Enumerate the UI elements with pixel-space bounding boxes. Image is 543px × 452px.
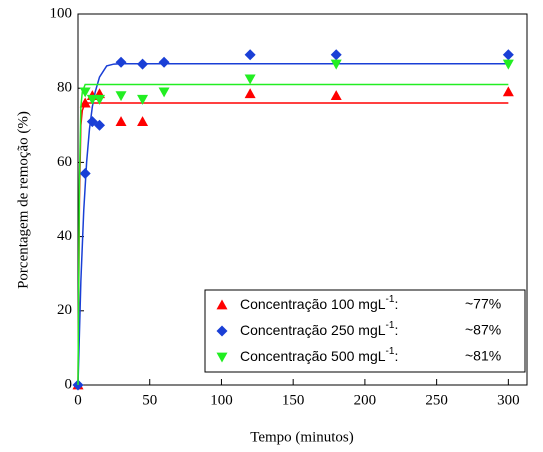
data-point [244, 74, 256, 85]
data-point [330, 59, 342, 70]
legend-name: Concentração 100 mgL [240, 296, 386, 312]
legend-marker [216, 299, 228, 310]
data-point [158, 56, 170, 68]
legend-note: ~81% [465, 348, 501, 364]
data-point [330, 90, 342, 101]
x-tick-label: 100 [210, 392, 233, 408]
fit-line [77, 83, 509, 386]
legend-sup: -1 [386, 346, 395, 357]
data-point [502, 86, 514, 97]
data-point [115, 91, 127, 102]
data-point [115, 116, 127, 126]
legend-suffix: : [394, 322, 398, 338]
y-tick-label: 40 [57, 228, 72, 244]
y-tick-label: 0 [65, 376, 73, 392]
y-tick-label: 20 [57, 302, 72, 318]
x-tick-label: 200 [354, 392, 377, 408]
x-tick-label: 0 [74, 392, 82, 408]
legend-label: Concentração 250 mgL-1: [240, 320, 398, 338]
legend-name: Concentração 250 mgL [240, 322, 386, 338]
data-point [502, 49, 514, 61]
y-tick-label: 100 [50, 5, 73, 21]
data-point [502, 59, 514, 70]
data-point [137, 94, 149, 105]
data-point [94, 119, 106, 131]
legend-label: Concentração 500 mgL-1: [240, 346, 398, 364]
legend-suffix: : [394, 348, 398, 364]
data-point [137, 116, 149, 126]
legend-marker [216, 352, 228, 363]
data-point [79, 168, 91, 180]
x-axis-label: Tempo (minutos) [250, 429, 354, 445]
y-tick-label: 80 [57, 80, 72, 96]
data-point [330, 49, 342, 61]
legend-sup: -1 [386, 294, 395, 305]
y-tick-label: 60 [57, 154, 72, 170]
data-point [79, 87, 91, 98]
x-tick-label: 150 [282, 392, 305, 408]
y-axis-label: Porcentagem de remoção (%) [15, 111, 31, 289]
data-point [115, 56, 127, 68]
data-point [244, 88, 256, 99]
data-point [244, 49, 256, 61]
data-point [158, 87, 170, 98]
data-point [137, 58, 149, 70]
x-tick-label: 50 [142, 392, 157, 408]
legend-label: Concentração 100 mgL-1: [240, 294, 398, 312]
data-point [94, 94, 106, 105]
legend-note: ~77% [465, 296, 501, 312]
legend-suffix: : [394, 296, 398, 312]
legend-sup: -1 [386, 320, 395, 331]
legend-name: Concentração 500 mgL [240, 348, 386, 364]
plot-frame [77, 13, 528, 386]
x-tick-label: 300 [497, 392, 520, 408]
data-point [79, 97, 91, 108]
legend-note: ~87% [465, 322, 501, 338]
legend-box [204, 289, 526, 373]
data-point [86, 94, 98, 105]
x-tick-label: 250 [425, 392, 448, 408]
legend-marker [216, 325, 228, 337]
